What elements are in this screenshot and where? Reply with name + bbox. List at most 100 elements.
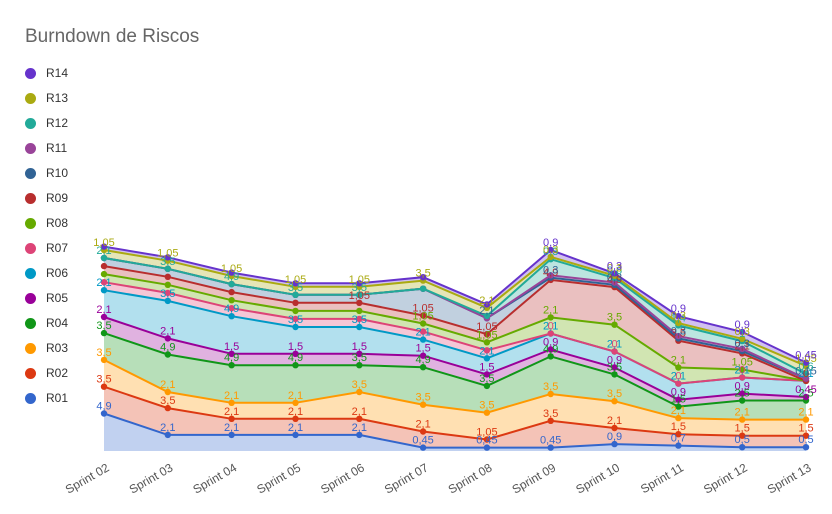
data-label-r03: 3,5 xyxy=(479,400,494,412)
point-r03 xyxy=(547,390,554,398)
legend-swatch xyxy=(25,67,36,79)
point-r05 xyxy=(675,396,682,403)
point-r07 xyxy=(292,315,299,323)
point-r14 xyxy=(739,328,746,336)
line-r04 xyxy=(103,332,806,408)
legend-swatch xyxy=(25,167,36,179)
data-label-r01: 0,45 xyxy=(476,435,497,447)
data-label-r01: 2,1 xyxy=(224,422,239,434)
point-r08 xyxy=(356,307,363,315)
data-label-r02: 3,5 xyxy=(543,408,558,420)
legend-swatch xyxy=(25,192,36,204)
legend-swatch xyxy=(25,92,36,104)
point-r08 xyxy=(164,281,171,288)
point-r01 xyxy=(164,431,171,439)
point-r12 xyxy=(228,280,235,288)
legend-label: R14 xyxy=(46,66,69,80)
point-r08 xyxy=(228,297,235,304)
legend-swatch xyxy=(25,392,36,404)
point-r01 xyxy=(675,442,682,449)
point-r04 xyxy=(611,371,618,378)
legend-swatch xyxy=(25,292,36,304)
data-label-r12: 3,5 xyxy=(288,282,303,294)
point-r01 xyxy=(292,431,299,439)
data-label-r08: 2,1 xyxy=(543,304,558,316)
data-label-r08: 0 xyxy=(803,368,809,380)
data-label-r01: 2,1 xyxy=(160,422,175,434)
point-r06 xyxy=(228,313,235,320)
data-label-r02: 3,5 xyxy=(96,374,111,386)
data-label-r01: 2,1 xyxy=(288,422,303,434)
data-label-r03: 2,1 xyxy=(671,405,686,417)
legend-label: R11 xyxy=(46,141,68,155)
point-r07 xyxy=(675,380,682,387)
data-label-r10: 0,15 xyxy=(795,366,816,378)
point-r12 xyxy=(164,265,171,272)
point-r04 xyxy=(483,382,491,390)
point-r14 xyxy=(547,246,554,254)
line-r08 xyxy=(103,273,807,382)
point-r09 xyxy=(100,262,108,270)
point-r02 xyxy=(611,424,618,432)
point-r06 xyxy=(164,297,171,305)
data-label-r02: 1,5 xyxy=(735,423,750,435)
data-label-r06: 2,1 xyxy=(415,327,430,339)
data-label-r03: 3,5 xyxy=(352,379,367,391)
data-label-r06: 3,5 xyxy=(352,314,367,326)
legend-item-r10: R10 xyxy=(25,166,68,180)
data-label-r06: 4,9 xyxy=(224,303,239,315)
data-label-r13: 1,05 xyxy=(93,237,114,249)
data-label-r05: 1,5 xyxy=(352,341,367,353)
x-tick-label: Sprint 05 xyxy=(254,460,303,496)
line-r13 xyxy=(103,249,807,367)
legend-label: R07 xyxy=(46,241,69,255)
legend-item-r05: R05 xyxy=(25,291,68,305)
data-label-r03: 3,5 xyxy=(607,388,622,400)
point-r05 xyxy=(483,371,491,378)
point-r05 xyxy=(419,352,427,359)
point-r05 xyxy=(739,390,746,397)
point-r03 xyxy=(802,416,810,423)
data-label-r01: 2,1 xyxy=(352,422,367,434)
x-tick-label: Sprint 10 xyxy=(573,460,622,496)
x-tick-label: Sprint 08 xyxy=(446,460,495,496)
point-r03 xyxy=(292,399,299,406)
point-r11 xyxy=(547,272,554,279)
data-label-r13: 0,3 xyxy=(735,326,750,338)
data-label-r14: 0,9 xyxy=(735,319,750,331)
legend-item-r03: R03 xyxy=(25,341,68,355)
point-r12 xyxy=(802,370,810,378)
point-r08 xyxy=(739,366,746,373)
legend-swatch xyxy=(25,217,36,229)
data-label-r06: 2,1 xyxy=(735,365,750,377)
data-label-r06: 2,1 xyxy=(607,339,622,351)
data-label-r04: 3,5 xyxy=(96,320,111,332)
data-label-r05: 0,9 xyxy=(543,337,558,349)
data-label-r13: 1,05 xyxy=(349,274,370,286)
legend-item-r14: R14 xyxy=(25,66,68,80)
data-label-r12: 4,9 xyxy=(224,271,239,283)
point-r06 xyxy=(292,323,299,331)
data-label-r13: 0,3 xyxy=(607,263,622,275)
point-r14 xyxy=(292,280,299,287)
point-r01 xyxy=(419,444,427,451)
data-label-r04: 4,9 xyxy=(288,352,303,364)
data-label-r09: 1,05 xyxy=(349,290,370,302)
data-label-r03: 2,1 xyxy=(798,407,813,419)
point-r13 xyxy=(547,253,554,261)
legend-item-r09: R09 xyxy=(25,191,68,205)
point-r03 xyxy=(739,416,746,423)
data-label-r10: 2,1 xyxy=(479,305,494,317)
x-tick-label: Sprint 13 xyxy=(765,460,814,496)
data-label-r13: 1,05 xyxy=(795,353,816,365)
x-tick-label: Sprint 09 xyxy=(510,460,559,496)
point-r06 xyxy=(100,287,108,294)
legend-label: R13 xyxy=(46,91,69,105)
area-r05 xyxy=(104,317,806,407)
point-r03 xyxy=(675,414,682,422)
data-label-r08: 1,05 xyxy=(412,311,433,323)
legend-item-r06: R06 xyxy=(25,266,68,280)
point-r03 xyxy=(356,388,363,396)
legend-swatch xyxy=(25,142,36,154)
data-label-r09: 1,05 xyxy=(476,321,497,333)
